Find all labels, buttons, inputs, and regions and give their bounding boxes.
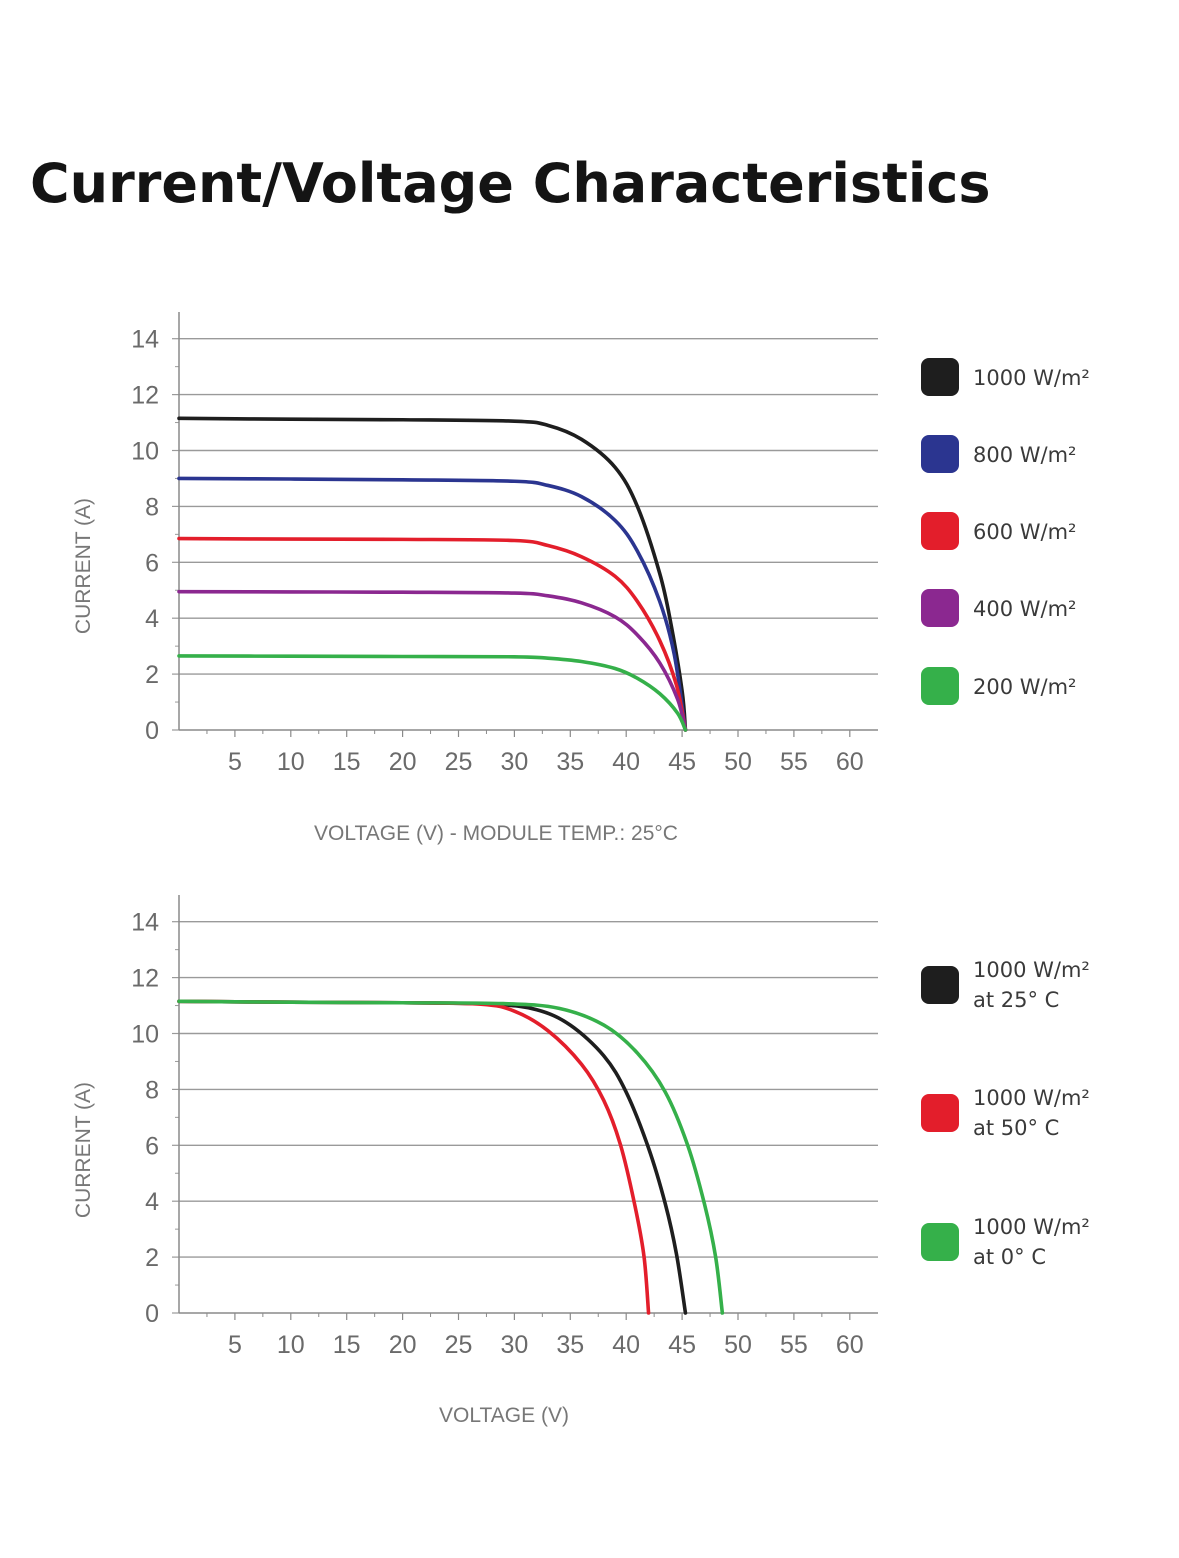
- chart-1: 0 2 4 6 8 10 12 14 5 10 15 20 25 30 35 40 45 50 55 60 VOLTAG…: [72, 312, 1090, 845]
- legend-label: 1000 W/m²: [973, 1086, 1090, 1110]
- x-tick-label: 40: [612, 748, 640, 776]
- y-tick-label: 6: [145, 549, 159, 577]
- y-tick-label: 14: [131, 326, 159, 354]
- series-line-1: [177, 416, 688, 732]
- x-tick-label: 15: [333, 1331, 361, 1359]
- y-axis-label: CURRENT (A): [72, 1082, 95, 1218]
- x-tick-label: 20: [389, 748, 417, 776]
- y-tick-label: 10: [131, 1021, 159, 1049]
- series-line-2: [177, 476, 688, 732]
- x-tick-label: 35: [556, 1331, 584, 1359]
- series-line-3: [177, 536, 688, 732]
- y-tick-label: 12: [131, 965, 159, 993]
- legend-swatch: [921, 1223, 959, 1261]
- x-tick-label: 55: [780, 1331, 808, 1359]
- x-tick-label: 5: [228, 748, 242, 776]
- legend-label: 600 W/m²: [973, 520, 1076, 544]
- x-tick-label: 60: [836, 748, 864, 776]
- x-tick-label: 60: [836, 1331, 864, 1359]
- x-tick-label: 5: [228, 1331, 242, 1359]
- chart-2: 0 2 4 6 8 10 12 14 5 10 15 20 25 30 35 40 45 50 55 60 VOLTAG…: [72, 895, 1090, 1427]
- x-tick-label: 10: [277, 1331, 305, 1359]
- x-tick-label: 30: [500, 1331, 528, 1359]
- series-line-5: [177, 654, 688, 732]
- y-tick-label: 2: [145, 1244, 159, 1272]
- legend-label: 200 W/m²: [973, 675, 1076, 699]
- legend-label: 1000 W/m²: [973, 366, 1090, 390]
- legend-swatch: [921, 1094, 959, 1132]
- x-tick-label: 50: [724, 748, 752, 776]
- x-tick-label: 20: [389, 1331, 417, 1359]
- x-tick-label: 25: [445, 1331, 473, 1359]
- y-tick-label: 4: [145, 605, 159, 633]
- legend-swatch: [921, 512, 959, 550]
- y-tick-label: 8: [145, 1076, 159, 1104]
- legend-label: 400 W/m²: [973, 597, 1076, 621]
- legend-label: 1000 W/m²: [973, 1215, 1090, 1239]
- legend-swatch: [921, 589, 959, 627]
- series-line-1: [177, 999, 688, 1315]
- y-tick-label: 8: [145, 493, 159, 521]
- x-axis-label: VOLTAGE (V): [439, 1404, 569, 1427]
- x-tick-label: 50: [724, 1331, 752, 1359]
- x-tick-label: 55: [780, 748, 808, 776]
- legend-label-line2: at 25° C: [973, 988, 1059, 1012]
- legend-swatch: [921, 358, 959, 396]
- x-tick-label: 40: [612, 1331, 640, 1359]
- y-tick-label: 0: [145, 717, 159, 745]
- y-tick-label: 14: [131, 909, 159, 937]
- series-line-2: [177, 999, 651, 1315]
- y-tick-label: 6: [145, 1132, 159, 1160]
- legend-swatch: [921, 435, 959, 473]
- y-tick-label: 0: [145, 1300, 159, 1328]
- x-tick-label: 15: [333, 748, 361, 776]
- y-tick-label: 10: [131, 438, 159, 466]
- legend-label: 1000 W/m²: [973, 958, 1090, 982]
- x-tick-label: 30: [500, 748, 528, 776]
- legend-swatch: [921, 966, 959, 1004]
- x-axis-label: VOLTAGE (V) - MODULE TEMP.: 25°C: [314, 822, 678, 845]
- x-tick-label: 10: [277, 748, 305, 776]
- x-tick-label: 45: [668, 1331, 696, 1359]
- x-tick-label: 45: [668, 748, 696, 776]
- x-tick-label: 35: [556, 748, 584, 776]
- series-line-4: [177, 589, 688, 732]
- y-tick-label: 12: [131, 382, 159, 410]
- page-title: Current/Voltage Characteristics: [30, 152, 991, 215]
- x-tick-label: 25: [445, 748, 473, 776]
- legend-label: 800 W/m²: [973, 443, 1076, 467]
- series-line-3: [177, 999, 725, 1315]
- y-tick-label: 2: [145, 661, 159, 689]
- legend-label-line2: at 50° C: [973, 1116, 1059, 1140]
- legend-label-line2: at 0° C: [973, 1245, 1046, 1269]
- legend-swatch: [921, 667, 959, 705]
- y-tick-label: 4: [145, 1188, 159, 1216]
- y-axis-label: CURRENT (A): [72, 498, 95, 634]
